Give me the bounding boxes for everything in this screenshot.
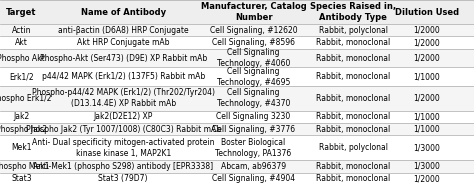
Text: 1/2000: 1/2000 (413, 54, 440, 63)
Text: Cell Signaling 3230: Cell Signaling 3230 (217, 112, 291, 121)
Text: 1/2000: 1/2000 (413, 26, 440, 35)
Text: 1/1000: 1/1000 (413, 72, 440, 81)
Text: Cell Signaling
Technology, #4695: Cell Signaling Technology, #4695 (217, 67, 290, 87)
Text: Rabbit, polyclonal: Rabbit, polyclonal (319, 143, 388, 152)
Text: Boster Biological
Technology, PA1376: Boster Biological Technology, PA1376 (216, 138, 292, 158)
Text: Akt HRP Conjugate mAb: Akt HRP Conjugate mAb (77, 38, 170, 47)
Text: Erk1/2: Erk1/2 (9, 72, 34, 81)
Text: Name of Antibody: Name of Antibody (81, 8, 166, 16)
Bar (0, 67, 474, 86)
Bar (0, 160, 474, 173)
Bar (0, 111, 474, 123)
Text: anti-βactin (D6A8) HRP Conjugate: anti-βactin (D6A8) HRP Conjugate (58, 26, 189, 35)
Text: p44/42 MAPK (Erk1/2) (137F5) Rabbit mAb: p44/42 MAPK (Erk1/2) (137F5) Rabbit mAb (42, 72, 205, 81)
Text: Stat3: Stat3 (11, 174, 32, 183)
Bar (0, 49, 474, 67)
Text: Anti- Dual specificity mitogen-activated protein
kinase kinase 1, MAP2K1: Anti- Dual specificity mitogen-activated… (32, 138, 215, 158)
Bar (0, 86, 474, 111)
Text: Manufacturer, Catalog
Number: Manufacturer, Catalog Number (201, 2, 307, 22)
Text: Rabbit, monoclonal: Rabbit, monoclonal (316, 94, 390, 103)
Text: Anti-Mek1 (phospho S298) antibody [EPR3338]: Anti-Mek1 (phospho S298) antibody [EPR33… (33, 162, 213, 171)
Text: Rabbit, monoclonal: Rabbit, monoclonal (316, 174, 390, 183)
Text: Cell Signaling, #8596: Cell Signaling, #8596 (212, 38, 295, 47)
Text: Cell Signaling
Technology, #4370: Cell Signaling Technology, #4370 (217, 88, 290, 108)
Text: 1/3000: 1/3000 (413, 143, 440, 152)
Text: Cell Signaling
Technology, #4060: Cell Signaling Technology, #4060 (217, 48, 290, 68)
Text: Dilution Used: Dilution Used (394, 8, 459, 16)
Text: Phospho Jak2: Phospho Jak2 (0, 125, 47, 134)
Text: Rabbit, monoclonal: Rabbit, monoclonal (316, 72, 390, 81)
Bar (0, 173, 474, 185)
Text: Target: Target (6, 8, 36, 16)
Text: 1/3000: 1/3000 (413, 162, 440, 171)
Text: Phospho Erk1/2: Phospho Erk1/2 (0, 94, 51, 103)
Text: Cell Signaling, #4904: Cell Signaling, #4904 (212, 174, 295, 183)
Text: Jak2: Jak2 (13, 112, 29, 121)
Text: Rabbit, monoclonal: Rabbit, monoclonal (316, 125, 390, 134)
Text: Rabbit, monoclonal: Rabbit, monoclonal (316, 54, 390, 63)
Text: Phospho Mek1: Phospho Mek1 (0, 162, 49, 171)
Text: Jak2(D2E12) XP: Jak2(D2E12) XP (93, 112, 153, 121)
Text: Stat3 (79D7): Stat3 (79D7) (99, 174, 148, 183)
Text: Mek1: Mek1 (11, 143, 32, 152)
Text: Abcam, ab96379: Abcam, ab96379 (221, 162, 286, 171)
Bar (0, 0, 474, 24)
Text: Akt: Akt (15, 38, 28, 47)
Text: 1/1000: 1/1000 (413, 125, 440, 134)
Text: 1/1000: 1/1000 (413, 112, 440, 121)
Text: Phospho-Akt (Ser473) (D9E) XP Rabbit mAb: Phospho-Akt (Ser473) (D9E) XP Rabbit mAb (40, 54, 207, 63)
Bar (0, 123, 474, 135)
Bar (0, 24, 474, 36)
Text: Phospho Jak2 (Tyr 1007/1008) (C80C3) Rabbit mAb: Phospho Jak2 (Tyr 1007/1008) (C80C3) Rab… (26, 125, 221, 134)
Text: Rabbit, monoclonal: Rabbit, monoclonal (316, 38, 390, 47)
Text: Cell Signaling, #3776: Cell Signaling, #3776 (212, 125, 295, 134)
Text: Cell Signaling, #12620: Cell Signaling, #12620 (210, 26, 297, 35)
Text: Species Raised in,
Antibody Type: Species Raised in, Antibody Type (310, 2, 396, 22)
Text: Phospho-p44/42 MAPK (Erk1/2) (Thr202/Tyr204)
(D13.14.4E) XP Rabbit mAb: Phospho-p44/42 MAPK (Erk1/2) (Thr202/Tyr… (32, 88, 215, 108)
Text: Rabbit, monoclonal: Rabbit, monoclonal (316, 112, 390, 121)
Text: 1/2000: 1/2000 (413, 38, 440, 47)
Bar (0, 36, 474, 49)
Text: Phospho Akt: Phospho Akt (0, 54, 45, 63)
Text: 1/2000: 1/2000 (413, 174, 440, 183)
Text: Rabbit, monoclonal: Rabbit, monoclonal (316, 162, 390, 171)
Text: 1/2000: 1/2000 (413, 94, 440, 103)
Text: Rabbit, polyclonal: Rabbit, polyclonal (319, 26, 388, 35)
Bar (0, 135, 474, 160)
Text: Actin: Actin (11, 26, 31, 35)
